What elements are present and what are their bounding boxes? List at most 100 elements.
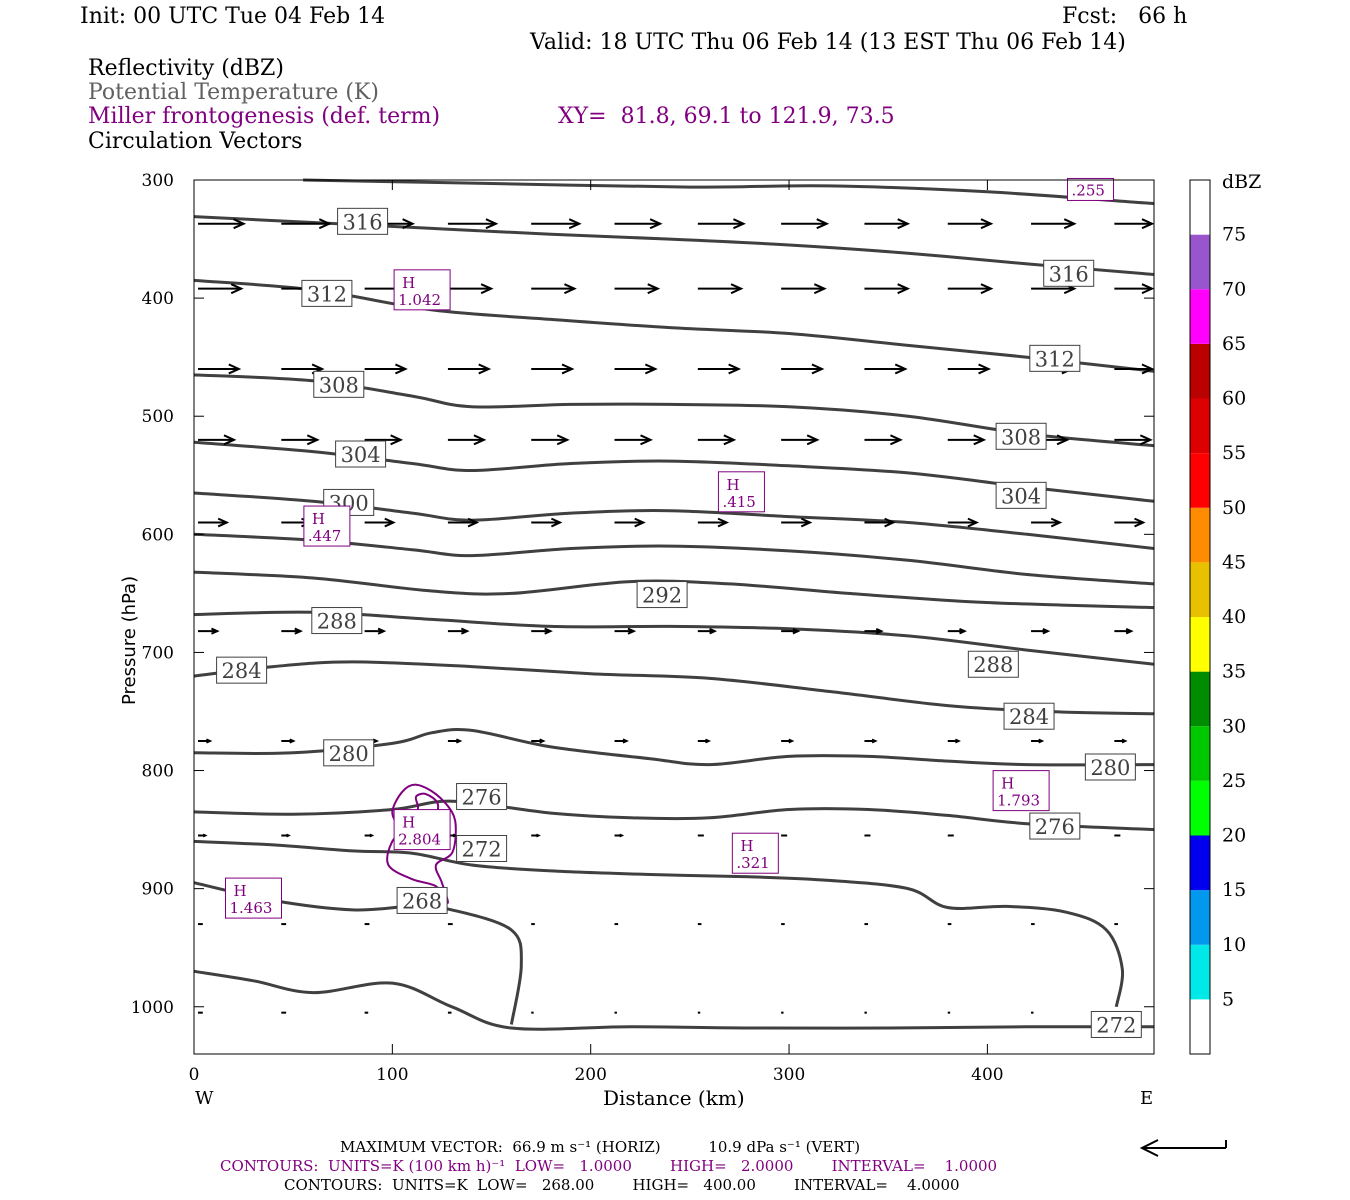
colorbar-label: 55 xyxy=(1222,442,1246,464)
vector-arrow xyxy=(781,517,813,528)
frontogenesis-max-label: H1.793 xyxy=(992,770,1050,812)
svg-text:284: 284 xyxy=(222,659,262,683)
y-tick-label: 300 xyxy=(142,171,174,191)
vector-arrow xyxy=(198,283,244,295)
vector-arrow xyxy=(697,738,712,744)
theta-label-284: 284 xyxy=(1003,702,1055,730)
frontogenesis-max-label: H1.463 xyxy=(225,877,283,919)
vector-arrow xyxy=(1114,517,1146,528)
vector-arrow xyxy=(864,627,884,635)
x-tick-label: 0 xyxy=(189,1065,200,1085)
theta-contour-272 xyxy=(193,839,1125,1008)
vector-arrow xyxy=(447,738,463,744)
theta-label-280: 280 xyxy=(1084,753,1136,781)
vector-arrow xyxy=(447,434,487,446)
svg-text:308: 308 xyxy=(1001,425,1041,449)
svg-text:288: 288 xyxy=(317,610,357,634)
svg-text:276: 276 xyxy=(1035,815,1075,839)
xsection-endpoints: XY= 81.8, 69.1 to 121.9, 73.5 xyxy=(558,104,895,129)
vector-arrow xyxy=(531,218,582,230)
vector-arrow xyxy=(781,627,801,635)
vector-arrow xyxy=(781,738,795,744)
theta-label-268: 268 xyxy=(396,886,448,914)
vector-arrow xyxy=(864,738,878,744)
colorbar-swatch xyxy=(1190,999,1210,1054)
vector-arrow xyxy=(531,738,546,744)
theta-label-276: 276 xyxy=(1029,812,1081,840)
x-tick-label: 100 xyxy=(376,1065,408,1085)
reference-vector-arrow xyxy=(1139,1139,1227,1157)
svg-text:288: 288 xyxy=(973,653,1013,677)
svg-text:316: 316 xyxy=(343,210,383,234)
svg-text:280: 280 xyxy=(329,742,369,766)
vector-arrow xyxy=(697,627,718,635)
contour-labels: 3163163123123083083043043002922882882842… xyxy=(216,177,1142,1038)
vector-arrow xyxy=(531,283,577,295)
west-label: W xyxy=(195,1088,214,1109)
svg-text:.447: .447 xyxy=(308,527,341,545)
theta-label-280: 280 xyxy=(323,739,375,767)
theta-label-304: 304 xyxy=(995,481,1047,509)
colorbar-swatch xyxy=(1190,234,1210,290)
vector-arrow xyxy=(364,627,387,635)
init-time: Init: 00 UTC Tue 04 Feb 14 xyxy=(80,4,386,29)
svg-text:.321: .321 xyxy=(736,854,769,872)
vector-arrow xyxy=(1031,218,1077,230)
theta-label-288: 288 xyxy=(311,607,363,635)
colorbar-swatch xyxy=(1190,617,1210,672)
svg-text:2.804: 2.804 xyxy=(398,831,441,849)
vector-arrow xyxy=(364,434,404,446)
vector-arrow xyxy=(364,833,375,838)
vector-arrow xyxy=(947,434,987,446)
vector-arrow xyxy=(614,283,661,295)
vector-arrow xyxy=(531,363,575,375)
theta-contour-272 xyxy=(193,969,1155,1031)
vector-arrow xyxy=(1114,363,1155,375)
y-tick-label: 800 xyxy=(142,762,174,782)
vector-arrow xyxy=(697,218,746,230)
y-axis-title: Pressure (hPa) xyxy=(119,576,140,705)
vector-arrow xyxy=(697,363,742,375)
vector-arrow xyxy=(947,738,961,744)
svg-text:272: 272 xyxy=(1096,1013,1136,1037)
axes: 300 400 500 600 700 800 900 1000 0 100 200 300 400 xyxy=(131,171,1154,1085)
svg-text:.415: .415 xyxy=(722,493,755,511)
vector-arrow xyxy=(947,627,967,635)
svg-text:308: 308 xyxy=(319,373,359,397)
colorbar-swatch xyxy=(1190,289,1210,344)
x-tick-label: 400 xyxy=(971,1065,1003,1085)
vector-arrow xyxy=(864,517,896,528)
colorbar-label: 75 xyxy=(1222,224,1246,246)
vector-arrow xyxy=(947,363,991,375)
x-axis-title: Distance (km) xyxy=(603,1086,745,1110)
vector-arrow xyxy=(447,363,492,375)
vector-arrow xyxy=(281,738,296,744)
svg-text:H: H xyxy=(1001,775,1014,793)
field-theta: Potential Temperature (K) xyxy=(88,80,379,105)
colorbar-swatch xyxy=(1190,944,1210,1000)
theta-label-304: 304 xyxy=(335,440,387,468)
y-tick-label: 700 xyxy=(142,643,174,663)
vector-arrow xyxy=(531,434,570,446)
svg-text:316: 316 xyxy=(1049,262,1089,286)
frontogenesis-contour-0 xyxy=(386,783,457,904)
vector-arrow xyxy=(198,218,247,230)
theta-label-312: 312 xyxy=(301,279,353,307)
colorbar-label: 35 xyxy=(1222,661,1246,683)
colorbar-label: 25 xyxy=(1222,770,1246,792)
field-frontogenesis: Miller frontogenesis (def. term) xyxy=(88,104,441,129)
vector-arrow xyxy=(864,434,903,446)
theta-contour-284 xyxy=(193,660,1155,716)
frontogenesis-max-label: H.415 xyxy=(717,471,765,513)
vector-arrow xyxy=(198,627,220,635)
theta-label-288: 288 xyxy=(967,650,1019,678)
colorbar-swatch xyxy=(1190,780,1210,836)
east-label: E xyxy=(1140,1088,1153,1109)
vector-arrow xyxy=(1031,517,1063,528)
field-vectors: Circulation Vectors xyxy=(88,129,303,154)
theta-label-308: 308 xyxy=(313,370,365,398)
vector-arrow xyxy=(697,283,744,295)
vector-arrow xyxy=(1114,283,1155,295)
vector-arrow xyxy=(781,363,825,375)
